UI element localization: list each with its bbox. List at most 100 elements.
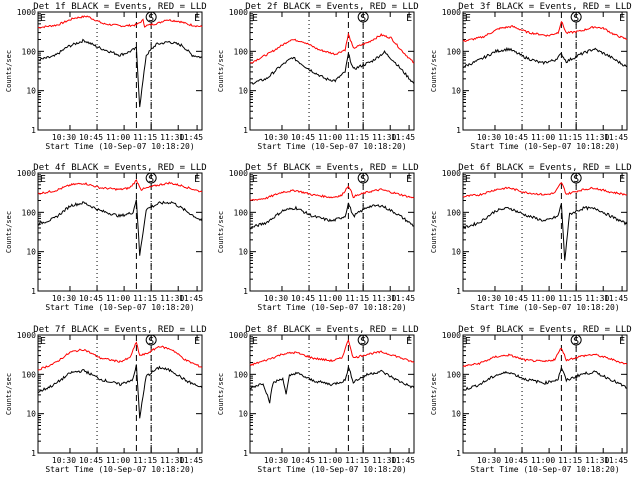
x-tick-label: 11:30 [585, 456, 609, 465]
lld-series-line [462, 20, 628, 43]
interval-marker: E [406, 13, 412, 24]
x-tick-label: 10:45 [504, 133, 528, 142]
x-tick-label: 11:00 [318, 456, 342, 465]
marker-circle [145, 334, 157, 346]
marker-circle [357, 334, 369, 346]
y-axis-label: Counts/sec [5, 50, 13, 92]
y-tick-label: 1 [243, 126, 248, 135]
x-tick-label: 11:45 [604, 456, 628, 465]
interval-marker: S [360, 336, 366, 347]
panel-title: Det 5f BLACK = Events, RED = LLD [245, 163, 418, 173]
x-tick-label: 11:30 [585, 294, 609, 303]
x-tick-label: 10:30 [477, 294, 501, 303]
x-tick-label: 11:45 [604, 294, 628, 303]
y-tick-label: 100 [447, 47, 462, 56]
plot-frame [462, 172, 628, 292]
interval-marker: S [573, 13, 579, 24]
events-series-line [37, 199, 203, 256]
x-tick-label: 10:30 [52, 294, 76, 303]
interval-marker: E [619, 13, 625, 24]
x-tick-label: 11:30 [585, 133, 609, 142]
x-tick-label: 10:45 [79, 456, 103, 465]
y-tick-label: 10 [451, 87, 461, 96]
interval-marker: E [619, 174, 625, 185]
panel-6: Det 6f BLACK = Events, RED = LLD 1 10 100 10… [430, 163, 632, 312]
interval-marker: S [148, 336, 154, 347]
x-tick-label: 10:45 [504, 294, 528, 303]
panel-title: Det 3f BLACK = Events, RED = LLD [458, 2, 631, 12]
marker-circle [357, 172, 369, 184]
x-tick-label: 11:00 [531, 294, 555, 303]
events-series-line [249, 50, 415, 85]
interval-marker: E [406, 336, 412, 347]
panel-title: Det 9f BLACK = Events, RED = LLD [458, 325, 631, 335]
y-axis-label: Counts/sec [217, 373, 225, 415]
y-tick-label: 1000 [229, 8, 248, 17]
y-axis-label: Counts/sec [217, 211, 225, 253]
x-tick-label: 11:30 [160, 133, 184, 142]
x-tick-label: 11:45 [179, 133, 203, 142]
x-tick-label: 11:15 [558, 133, 582, 142]
panel-8: Det 8f BLACK = Events, RED = LLD 1 10 100 10… [217, 325, 419, 474]
interval-marker: E [252, 174, 258, 185]
events-series-line [462, 203, 628, 261]
y-tick-label: 1000 [229, 331, 248, 340]
y-tick-label: 1000 [442, 8, 461, 17]
x-tick-label: 11:45 [604, 133, 628, 142]
y-tick-label: 10 [238, 87, 248, 96]
x-tick-label: 11:00 [106, 133, 130, 142]
panel-title: Det 8f BLACK = Events, RED = LLD [245, 325, 418, 335]
panel-9: Det 9f BLACK = Events, RED = LLD 1 10 100 10… [430, 325, 632, 474]
y-axis-label: Counts/sec [5, 211, 13, 253]
interval-marker: E [252, 336, 258, 347]
panel-title: Det 2f BLACK = Events, RED = LLD [245, 2, 418, 12]
x-tick-label: 11:45 [391, 456, 415, 465]
x-tick-label: 11:45 [179, 456, 203, 465]
x-tick-label: 11:15 [345, 294, 369, 303]
y-tick-label: 1000 [442, 169, 461, 178]
panel-4: Det 4f BLACK = Events, RED = LLD 1 10 100 10… [5, 163, 207, 312]
lld-series-line [38, 178, 203, 195]
y-tick-label: 10 [238, 410, 248, 419]
x-tick-label: 11:45 [391, 294, 415, 303]
y-tick-label: 1 [243, 449, 248, 458]
x-tick-label: 11:45 [179, 294, 203, 303]
y-tick-label: 1 [456, 287, 461, 296]
y-tick-label: 10 [451, 410, 461, 419]
x-axis-label: Start Time (10-Sep-07 10:18:20) [45, 465, 194, 474]
lld-series-line [37, 15, 203, 29]
panel-title: Det 1f BLACK = Events, RED = LLD [33, 2, 206, 12]
y-tick-label: 1 [243, 287, 248, 296]
x-tick-label: 11:30 [372, 456, 396, 465]
x-tick-label: 11:15 [345, 133, 369, 142]
y-tick-label: 1000 [17, 169, 36, 178]
panel-title: Det 6f BLACK = Events, RED = LLD [458, 163, 631, 173]
x-tick-label: 11:00 [531, 133, 555, 142]
panel-title: Det 7f BLACK = Events, RED = LLD [33, 325, 206, 335]
y-tick-label: 1000 [229, 169, 248, 178]
panel-2: Det 2f BLACK = Events, RED = LLD 1 10 100 10… [217, 2, 419, 151]
y-tick-label: 1000 [17, 331, 36, 340]
plot-frame [37, 11, 203, 131]
y-tick-label: 100 [234, 370, 249, 379]
x-tick-label: 11:15 [558, 294, 582, 303]
x-tick-label: 11:30 [160, 294, 184, 303]
interval-marker: S [148, 13, 154, 24]
x-tick-label: 10:30 [477, 456, 501, 465]
x-tick-label: 11:45 [391, 133, 415, 142]
x-tick-label: 11:15 [133, 294, 157, 303]
interval-marker: E [465, 174, 471, 185]
y-tick-label: 10 [451, 248, 461, 257]
panel-3: Det 3f BLACK = Events, RED = LLD 1 10 100 10… [430, 2, 632, 151]
plot-frame [37, 172, 203, 292]
panel-5: Det 5f BLACK = Events, RED = LLD 1 10 100 10… [217, 163, 419, 312]
x-tick-label: 10:45 [291, 456, 315, 465]
y-tick-label: 1 [456, 449, 461, 458]
interval-marker: E [194, 336, 200, 347]
x-tick-label: 10:30 [264, 133, 288, 142]
plot-frame [462, 11, 628, 131]
x-tick-label: 11:15 [558, 456, 582, 465]
interval-marker: E [406, 174, 412, 185]
x-tick-label: 11:15 [133, 133, 157, 142]
